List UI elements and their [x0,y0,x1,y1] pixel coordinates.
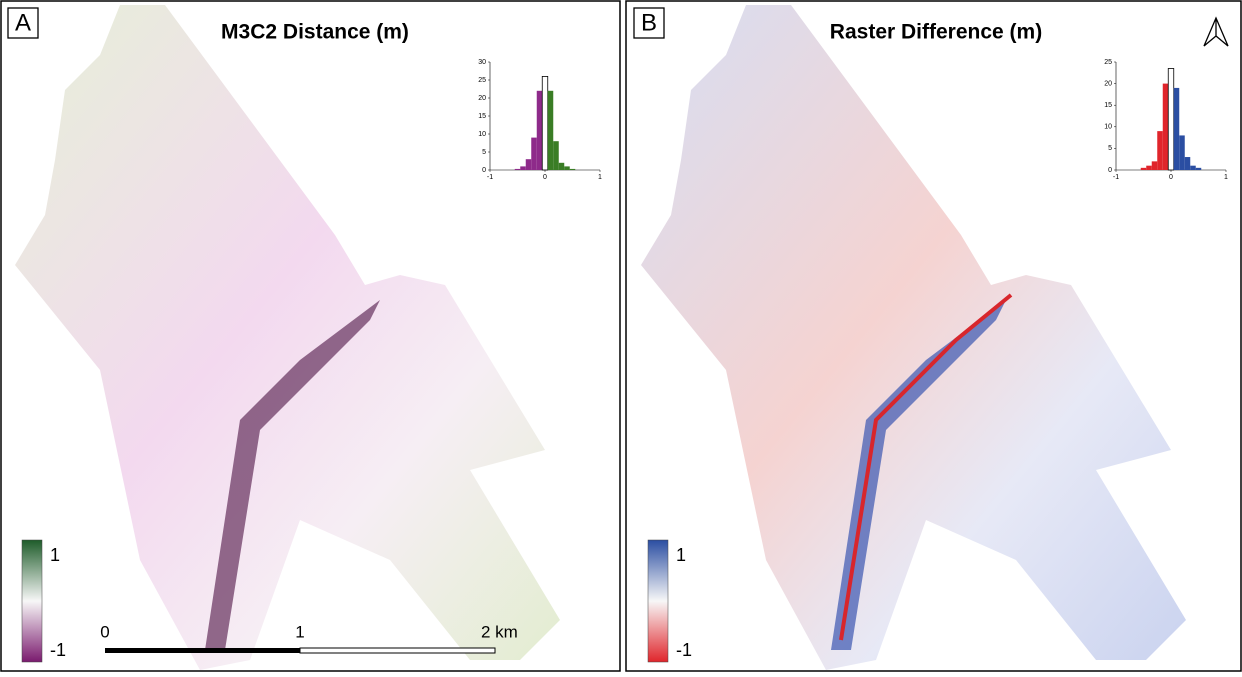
panel-frame [625,0,1242,672]
x-tick-label: 1 [1224,174,1228,181]
channel-edge [839,293,1013,641]
y-tick-label: 25 [478,77,486,84]
x-tick-label: 0 [1169,174,1173,181]
histogram-bar [558,162,565,170]
y-tick-label: 30 [478,59,486,66]
histogram-bar [536,90,543,170]
histogram-bar [1184,157,1191,170]
x-tick-label: -1 [1113,174,1119,181]
colorbar [647,539,669,663]
x-tick-label: 0 [543,174,547,181]
letter-box [7,7,39,39]
channel [205,300,380,650]
panel-b [625,0,1242,672]
histogram-bar [1195,167,1202,170]
histogram-bar [1157,131,1163,170]
y-tick-label: 10 [1104,124,1112,131]
panel-title: Raster Difference (m) [830,21,1042,44]
histogram-bar [553,141,559,170]
y-tick-label: 5 [482,149,486,156]
histogram-bar [547,90,554,170]
map-area [641,5,1186,670]
scale-bar-label: 1 [295,622,304,641]
y-tick-label: 10 [478,131,486,138]
scale-bar-half [105,648,300,653]
histogram-bar [541,76,549,171]
scale-bar-half [299,647,496,654]
scale-bar-label: 2 km [481,622,518,641]
histogram-bar [1190,165,1196,170]
y-tick-label: 25 [1104,59,1112,66]
colorbar-max-label: 1 [50,545,60,565]
colorbar-min-label: -1 [676,640,692,660]
colorbar-min-label: -1 [50,640,66,660]
panel-a [0,0,621,672]
colorbar [21,539,43,663]
histogram-bar [531,137,537,170]
histogram-bar [1173,87,1180,170]
histogram-bar [564,166,570,170]
y-tick-label: 5 [1108,145,1112,152]
letter-box [633,7,665,39]
histogram-bar [1167,68,1175,171]
y-tick-label: 20 [1104,80,1112,87]
y-tick-label: 15 [1104,102,1112,109]
histogram-bar [1162,83,1169,170]
histogram-bar [569,168,576,170]
histogram-bar [525,159,532,170]
y-tick-label: 0 [482,167,486,174]
panel-frame [0,0,621,672]
y-tick-label: 15 [478,113,486,120]
x-tick-label: 1 [598,174,602,181]
panel-title: M3C2 Distance (m) [221,21,409,44]
y-tick-label: 0 [1108,167,1112,174]
y-tick-label: 20 [478,95,486,102]
histogram-bar [514,168,521,170]
x-tick-label: -1 [487,174,493,181]
panel-letter: B [641,9,657,36]
histogram-bar [520,166,526,170]
north-arrow [1203,16,1229,47]
histogram-bar [1140,167,1147,170]
map-area [15,5,560,670]
histogram-bar [1179,135,1185,170]
histogram-bar [1146,165,1152,170]
histogram-bar [1151,161,1158,170]
scale-bar-label: 0 [100,622,109,641]
colorbar-max-label: 1 [676,545,686,565]
panel-letter: A [15,9,31,36]
